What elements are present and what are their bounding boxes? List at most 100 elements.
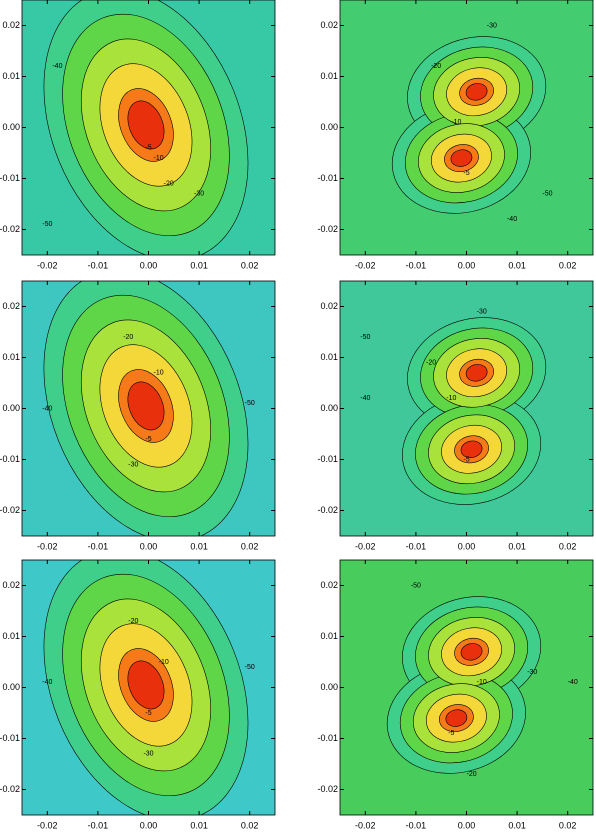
x-tick-label: 0.02	[241, 541, 259, 551]
panel: -10-5-20-30-40-50-0.02 -0.01 0.00 0.01 0.02-…	[317, 559, 594, 830]
y-tick-label: 0.02	[320, 301, 338, 311]
contour-label: -50	[42, 221, 52, 228]
panel: -10-20-30-40-50-5-0.02 -0.01 0.00 0.01 0.02-…	[0, 559, 276, 830]
x-tick-label: -0.02	[37, 260, 58, 270]
x-tick-label: -0.01	[88, 541, 109, 551]
plot-area: -5 -10 -20 -30 -40 -50	[340, 0, 593, 255]
contour-label: -20	[426, 359, 436, 366]
panel: -10-20-30-40-50-5-0.02 -0.01 0.00 0.01 0.02-…	[0, 280, 276, 551]
contour-label: -40	[360, 395, 370, 402]
contour-label: -50	[245, 664, 255, 671]
y-tick-label: 0.01	[320, 631, 338, 641]
y-tick-label: -0.01	[317, 173, 338, 183]
x-tick-label: -0.01	[406, 260, 427, 270]
contour-label: -5	[448, 730, 454, 737]
y-tick-label: 0.01	[2, 631, 20, 641]
contour-label: -10	[154, 370, 164, 377]
y-tick-label: 0.02	[320, 20, 338, 30]
contour-label: -40	[507, 216, 517, 223]
contour-label: -10	[159, 659, 169, 666]
contour	[465, 83, 488, 101]
contour	[460, 440, 483, 459]
y-tick-label: 0.00	[2, 403, 20, 413]
panel: -5-10-20-30-40-50-0.02 -0.01 0.00 0.01 0.02-…	[317, 0, 594, 270]
contour-label: -5	[145, 145, 151, 152]
y-tick-label: -0.02	[317, 784, 338, 794]
contour-label: -40	[568, 679, 578, 686]
x-tick-label: 0.02	[559, 820, 577, 830]
y-tick-label: -0.02	[317, 505, 338, 515]
plot-area: -10 -20 -30 -40 -50 -5	[22, 281, 275, 536]
y-tick-label: 0.01	[2, 71, 20, 81]
contour	[450, 149, 473, 167]
contour-label: -40	[42, 405, 52, 412]
x-tick-label: 0.00	[140, 541, 158, 551]
contour-label: -40	[52, 63, 62, 70]
plot-area: -5-10-20-30-40-50	[340, 281, 593, 536]
contour-label: -20	[431, 63, 441, 70]
y-tick-label: 0.01	[320, 71, 338, 81]
plot-area: -5-10-20-30-40-50	[22, 0, 275, 255]
x-tick-label: 0.00	[458, 260, 476, 270]
x-tick-label: 0.02	[241, 820, 259, 830]
contour	[460, 643, 483, 661]
panel: -5-10-20-30-40-50-0.02 -0.01 0.00 0.01 0.02-…	[317, 280, 594, 551]
contour-label: -50	[245, 400, 255, 407]
x-tick-label: 0.00	[458, 541, 476, 551]
y-tick-label: -0.01	[0, 733, 20, 743]
contour-label: -50	[411, 582, 421, 589]
x-tick-label: 0.01	[508, 260, 526, 270]
y-tick-label: 0.00	[320, 403, 338, 413]
contour	[127, 660, 165, 710]
plot-area: -10 -20 -30 -40 -50 -5	[22, 560, 275, 815]
y-tick-label: -0.01	[317, 454, 338, 464]
y-tick-label: 0.01	[2, 352, 20, 362]
y-tick-label: -0.02	[0, 224, 20, 234]
contour-label: -20	[164, 180, 174, 187]
contour	[465, 364, 488, 382]
contour	[445, 709, 468, 727]
contour-label: -20	[466, 771, 476, 778]
y-tick-label: 0.00	[2, 122, 20, 132]
y-tick-label: -0.01	[0, 454, 20, 464]
contour-label: -10	[451, 119, 461, 126]
y-tick-label: -0.02	[0, 505, 20, 515]
y-tick-label: -0.02	[0, 784, 20, 794]
contour-label: -5	[463, 170, 469, 177]
contour-label: -10	[446, 395, 456, 402]
y-tick-label: 0.02	[2, 580, 20, 590]
contour-label: -5	[145, 710, 151, 717]
contour-label: -30	[143, 751, 153, 758]
x-tick-label: 0.00	[140, 820, 158, 830]
x-tick-label: -0.02	[355, 820, 376, 830]
x-tick-label: -0.01	[88, 820, 109, 830]
contour	[127, 100, 165, 150]
x-tick-label: 0.01	[190, 541, 208, 551]
y-tick-label: 0.02	[2, 301, 20, 311]
y-tick-label: 0.01	[320, 352, 338, 362]
contour-label: -50	[542, 191, 552, 198]
y-tick-label: 0.00	[2, 682, 20, 692]
panel: -5-10-20-30-40-50-0.02 -0.01 0.00 0.01 0.02-…	[0, 0, 276, 270]
x-tick-label: 0.02	[559, 260, 577, 270]
contour-label: -30	[194, 191, 204, 198]
x-tick-label: -0.02	[355, 541, 376, 551]
x-tick-label: 0.01	[508, 820, 526, 830]
contour	[127, 381, 165, 431]
contour-label: -5	[463, 456, 469, 463]
x-tick-label: -0.02	[37, 820, 58, 830]
x-tick-label: -0.01	[88, 260, 109, 270]
x-tick-label: 0.00	[140, 260, 158, 270]
contour-label: -40	[42, 679, 52, 686]
contour-label: -30	[487, 22, 497, 29]
x-tick-label: -0.01	[406, 541, 427, 551]
contour-label: -5	[145, 436, 151, 443]
y-tick-label: 0.00	[320, 122, 338, 132]
contour-label: -20	[128, 618, 138, 625]
x-tick-label: 0.01	[190, 260, 208, 270]
contour-label: -20	[123, 334, 133, 341]
x-tick-label: -0.01	[406, 820, 427, 830]
y-tick-label: -0.02	[317, 224, 338, 234]
x-tick-label: -0.02	[355, 260, 376, 270]
